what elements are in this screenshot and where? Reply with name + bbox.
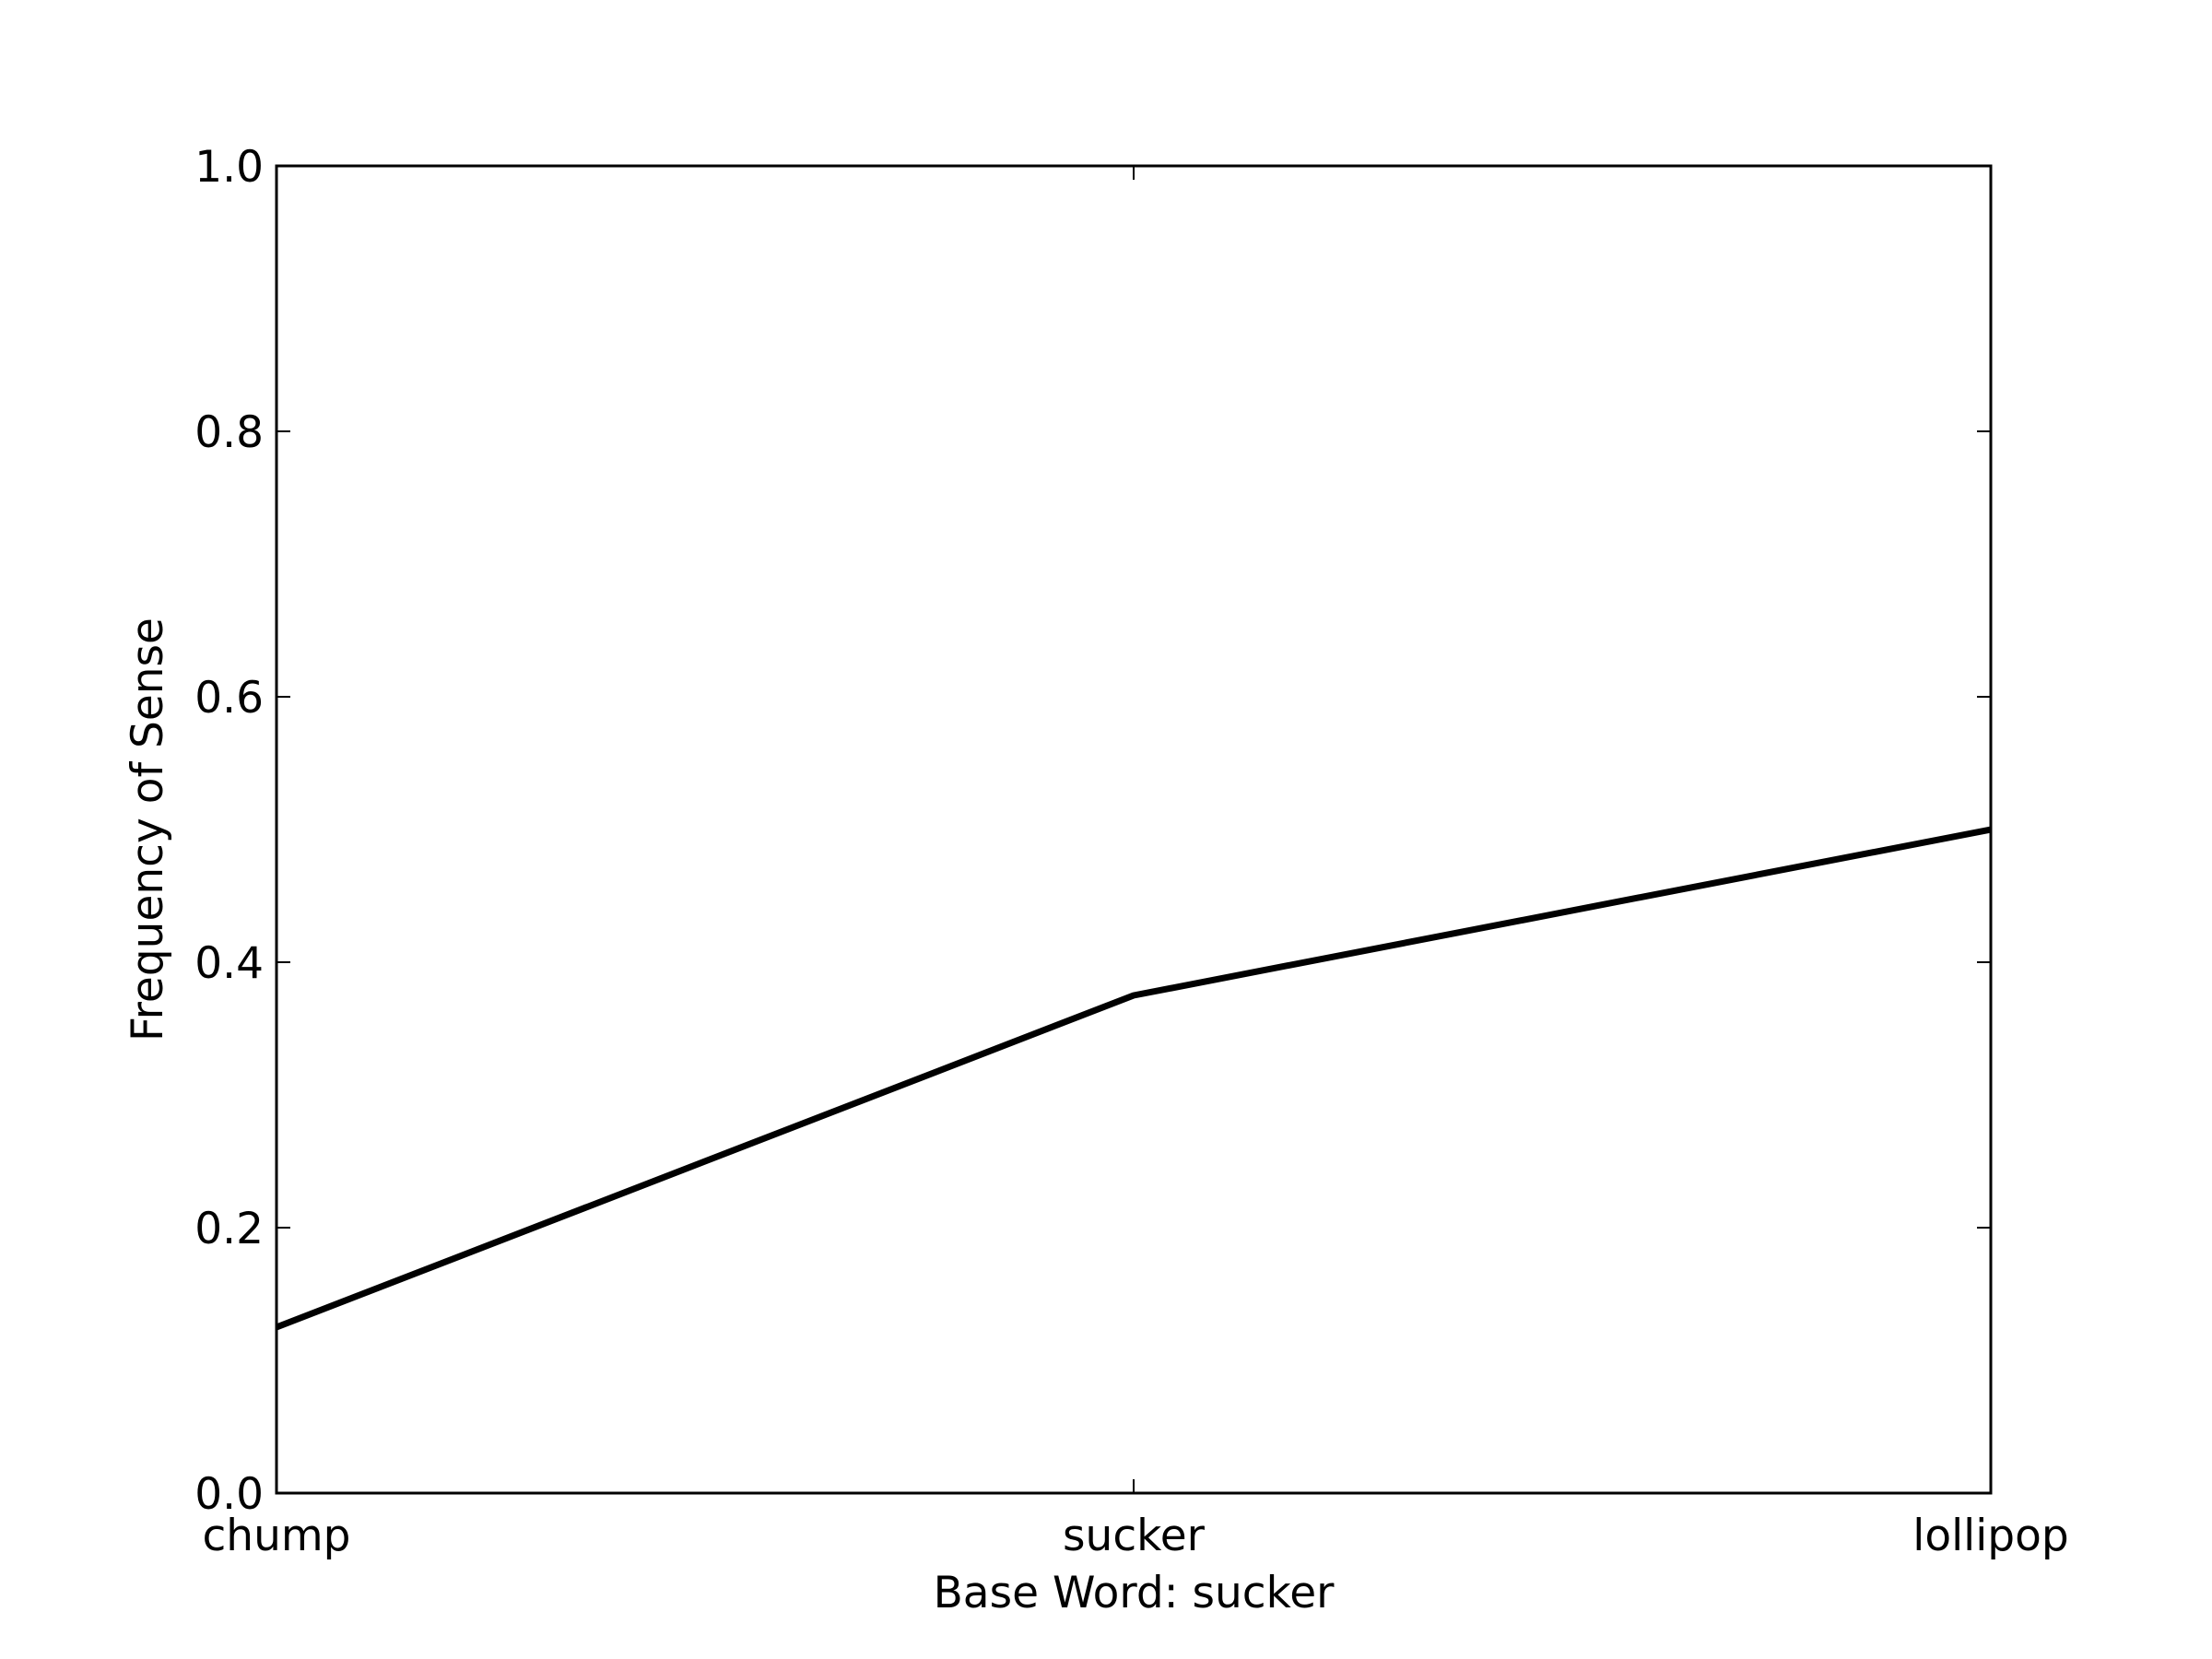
y-tick-label: 0.6: [194, 673, 264, 724]
y-tick-labels: 0.0 0.2 0.4 0.6 0.8 1.0: [194, 142, 264, 1520]
x-tick-label: chump: [202, 1511, 350, 1561]
x-tick-labels: chump sucker lollipop: [202, 1511, 2068, 1561]
plot-frame: [275, 164, 1993, 1495]
series-layer: [275, 826, 1992, 1331]
y-tick-label: 1.0: [194, 142, 264, 193]
x-tick-label: lollipop: [1912, 1511, 2068, 1561]
y-axis-title: Frequency of Sense: [123, 618, 173, 1041]
series-line: [275, 826, 1992, 1331]
y-tick-label: 0.0: [194, 1469, 264, 1520]
y-tick-label: 0.4: [194, 938, 264, 989]
y-tick-label: 0.8: [194, 407, 264, 458]
x-axis-title: Base Word: sucker: [934, 1568, 1335, 1618]
y-tick-label: 0.2: [194, 1204, 264, 1254]
plot-area: [276, 166, 1991, 1493]
x-tick-label: sucker: [1063, 1511, 1206, 1561]
